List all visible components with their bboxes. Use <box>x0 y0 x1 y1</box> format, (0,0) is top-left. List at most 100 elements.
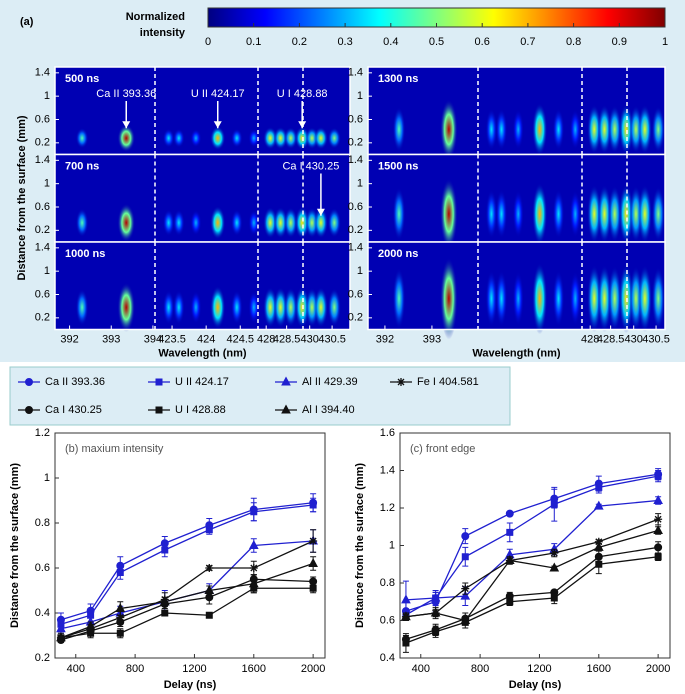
emission-blob <box>552 270 565 327</box>
marker <box>550 594 558 602</box>
emission-blob <box>495 189 508 239</box>
x-tick-label: 394 <box>144 333 162 345</box>
x-tick-label: 800 <box>126 663 144 675</box>
marker <box>506 528 514 536</box>
marker <box>653 524 663 534</box>
y-tick-label: 1 <box>44 178 50 190</box>
emission-blob <box>283 127 298 150</box>
legend-marker <box>281 404 291 414</box>
marker <box>401 611 411 621</box>
y-tick-label: 0.2 <box>348 224 363 236</box>
emission-blob <box>607 266 622 332</box>
marker <box>309 584 317 592</box>
annotation: Ca I 430.25 <box>282 160 339 172</box>
colorbar-tick-label: 0.2 <box>292 36 307 48</box>
emission-blob <box>283 287 298 327</box>
emission-blob <box>210 126 226 151</box>
colorbar-tick-label: 0.4 <box>383 36 398 48</box>
emission-blob <box>231 290 243 325</box>
y-tick-label: 1.4 <box>35 67 50 79</box>
y-tick-label: 0.2 <box>35 652 50 664</box>
y-tick-label: 0.4 <box>35 607 50 619</box>
emission-blob <box>440 178 458 250</box>
emission-blob <box>173 128 185 148</box>
y-tick-label: 0.6 <box>35 562 50 574</box>
y-tick-label: 1.4 <box>348 154 363 166</box>
x-tick-label: 2000 <box>301 663 325 675</box>
emission-blob <box>597 184 612 244</box>
emission-blob <box>263 207 278 239</box>
marker <box>432 628 440 636</box>
emission-blob <box>313 207 328 239</box>
colorbar-label: Normalized intensity <box>126 11 186 39</box>
emission-blob <box>512 271 524 326</box>
x-tick-label: 392 <box>60 333 78 345</box>
marker <box>205 526 213 534</box>
delay-label: 1000 ns <box>65 248 105 260</box>
x-tick-label: 800 <box>471 663 489 675</box>
marker <box>161 609 169 617</box>
marker <box>654 553 662 561</box>
emission-blob <box>532 262 548 335</box>
y-tick-label: 1.4 <box>348 67 363 79</box>
emission-blob <box>190 129 202 148</box>
emission-blob <box>327 288 341 327</box>
emission-blob <box>392 187 406 241</box>
x-tick-label: 428.5 <box>273 333 301 345</box>
marker <box>204 584 215 594</box>
emission-blob <box>392 107 406 152</box>
emission-blob <box>117 282 135 332</box>
marker <box>505 509 514 518</box>
marker <box>56 632 66 642</box>
emission-blob <box>607 105 622 154</box>
panel-label: (a) <box>20 16 34 28</box>
emission-blob <box>162 290 175 325</box>
emission-blob <box>162 209 175 236</box>
y-tick-label: 1.4 <box>380 464 395 476</box>
marker <box>115 602 126 612</box>
emission-blob <box>587 264 602 333</box>
y-tick-label: 1.2 <box>380 502 395 514</box>
emission-blob <box>263 126 278 150</box>
emission-blob <box>313 126 328 150</box>
x-axis-label: Delay (ns) <box>509 679 562 691</box>
legend-label: Ca II 393.36 <box>45 376 105 388</box>
marker <box>248 539 259 549</box>
y-tick-label: 0.2 <box>35 137 50 149</box>
y-tick-label: 1.4 <box>348 242 363 254</box>
marker <box>460 590 471 600</box>
marker <box>250 508 258 516</box>
emission-blob <box>327 208 341 238</box>
marker <box>85 620 96 630</box>
emission-blob <box>440 257 458 340</box>
arrow-head <box>316 208 325 216</box>
legend-label: Al II 429.39 <box>302 376 358 388</box>
marker <box>653 494 663 504</box>
y-tick-label: 0.4 <box>380 652 395 664</box>
marker <box>549 562 560 572</box>
marker <box>430 592 441 602</box>
x-axis-label: Wavelength (nm) <box>472 347 561 359</box>
emission-blob <box>190 210 202 236</box>
marker <box>550 549 559 557</box>
legend-label: Ca I 430.25 <box>45 404 102 416</box>
emission-blob <box>75 289 89 326</box>
emission-blob <box>190 290 202 324</box>
x-tick-label: 428.5 <box>597 333 625 345</box>
emission-blob <box>117 203 135 242</box>
marker <box>56 623 66 633</box>
legend-marker <box>155 406 163 414</box>
marker <box>594 537 603 546</box>
annotation: Ca II 393.36 <box>96 88 156 100</box>
y-axis-label: Distance from the surface (mm) <box>9 463 21 628</box>
y-tick-label: 0.8 <box>35 517 50 529</box>
marker <box>654 515 663 524</box>
emission-blob <box>495 270 508 327</box>
y-tick-label: 0.6 <box>348 288 363 300</box>
legend-marker <box>25 406 33 414</box>
legend-label: Al I 394.40 <box>302 404 355 416</box>
emission-blob <box>618 263 634 334</box>
emission-blob <box>231 128 243 148</box>
emission-blob <box>117 124 135 152</box>
